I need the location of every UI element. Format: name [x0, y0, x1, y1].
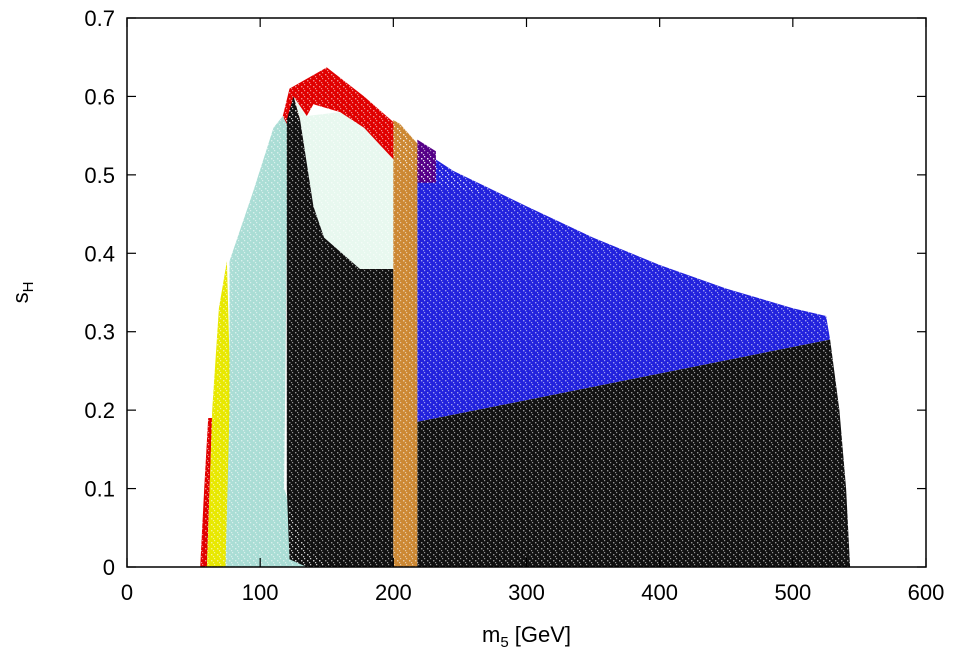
scatter-region-texture-7 [417, 139, 436, 183]
x-tick-label: 100 [242, 580, 279, 605]
x-axis-title-main: m [482, 622, 500, 647]
scatter-speckle-overlay [200, 67, 851, 568]
x-tick-label: 200 [375, 580, 412, 605]
x-axis-title-sub: 5 [500, 634, 508, 651]
y-tick-label: 0 [103, 555, 115, 580]
y-tick-label: 0.5 [84, 163, 115, 188]
y-tick-label: 0.1 [84, 477, 115, 502]
axis-ticks: 0 100 200 300 400 500 600 0 0.1 0.2 0.3 0.4 0.5 0.6 0.… [84, 6, 944, 605]
scatter-region-texture-9 [393, 120, 418, 567]
y-axis-title: sH [8, 282, 37, 304]
x-tick-label: 500 [774, 580, 811, 605]
y-tick-label: 0.4 [84, 241, 115, 266]
x-tick-label: 0 [121, 580, 133, 605]
x-axis-title: m5 [GeV] [482, 622, 571, 651]
x-tick-label: 300 [508, 580, 545, 605]
y-axis-title-main: s [8, 292, 33, 303]
x-tick-label: 600 [908, 580, 945, 605]
y-tick-label: 0.3 [84, 320, 115, 345]
scatter-region-texture-1 [206, 261, 231, 567]
y-tick-label: 0.6 [84, 84, 115, 109]
scatter-region-texture-5 [286, 96, 394, 568]
scatter-region-texture-0 [200, 418, 213, 567]
scatter-region-texture-8 [417, 339, 851, 567]
y-tick-label: 0.2 [84, 398, 115, 423]
scatter-region-texture-2 [225, 116, 334, 567]
x-tick-label: 400 [641, 580, 678, 605]
scatter-region-texture-4 [293, 96, 394, 270]
scatter-region-texture-6 [417, 147, 831, 422]
y-axis-title-sub: H [20, 282, 37, 293]
y-tick-label: 0.7 [84, 6, 115, 31]
x-axis-title-rest: [GeV] [509, 622, 571, 647]
scatter-region-texture-3 [282, 67, 487, 195]
